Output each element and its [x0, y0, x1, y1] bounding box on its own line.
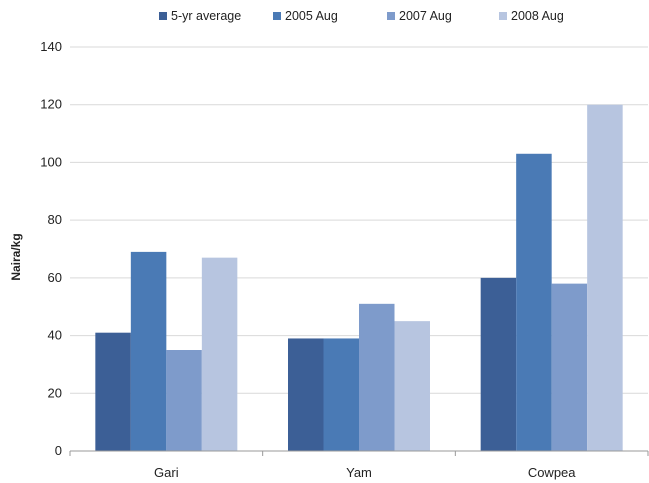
bar — [516, 153, 552, 451]
bars — [95, 104, 623, 451]
legend-label: 2007 Aug — [399, 9, 452, 23]
y-tick-label: 60 — [48, 270, 62, 285]
x-axis-ticks: Gari Yam Cowpea — [69, 451, 649, 480]
legend-swatch — [387, 12, 395, 20]
y-tick-label: 40 — [48, 328, 62, 343]
legend-swatch — [159, 12, 167, 20]
bar — [587, 104, 623, 451]
bar — [130, 251, 167, 451]
x-tick-label: Cowpea — [528, 465, 576, 480]
y-tick-label: 0 — [55, 443, 62, 458]
y-axis-label: Naira/kg — [9, 233, 23, 280]
bar — [359, 303, 395, 451]
legend-swatch — [499, 12, 507, 20]
legend-label: 5-yr average — [171, 9, 241, 23]
y-axis-ticks: 0 20 40 60 80 100 120 140 — [40, 39, 62, 458]
bar — [394, 321, 430, 451]
bar — [551, 283, 588, 451]
bar — [323, 338, 359, 451]
bar — [166, 350, 202, 451]
legend-label: 2005 Aug — [285, 9, 338, 23]
y-tick-label: 140 — [40, 39, 62, 54]
bar — [201, 257, 238, 451]
legend-label: 2008 Aug — [511, 9, 564, 23]
legend-swatch — [273, 12, 281, 20]
y-tick-label: 20 — [48, 385, 62, 400]
y-tick-label: 80 — [48, 212, 62, 227]
bar — [288, 338, 324, 451]
y-tick-label: 120 — [40, 97, 62, 112]
bar — [480, 277, 517, 451]
bar — [95, 332, 131, 451]
legend: 5-yr average 2005 Aug 2007 Aug 2008 Aug — [159, 9, 564, 23]
x-tick-label: Yam — [346, 465, 372, 480]
y-tick-label: 100 — [40, 154, 62, 169]
x-tick-label: Gari — [154, 465, 179, 480]
